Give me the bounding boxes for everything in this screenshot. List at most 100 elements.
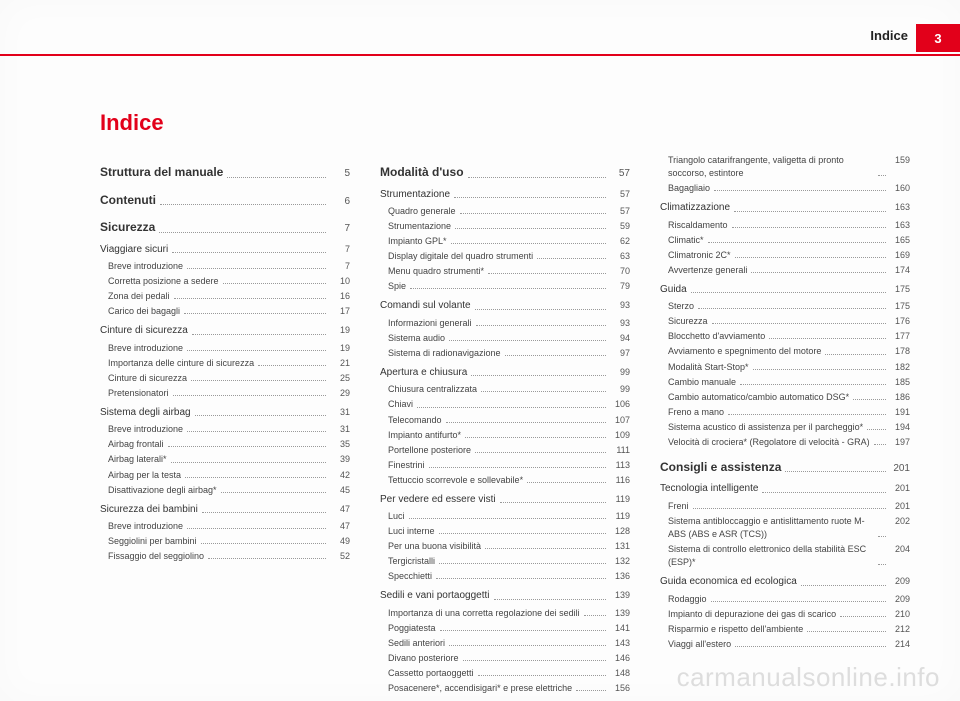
toc-entry-page: 99 (610, 383, 630, 396)
toc-entry-page: 106 (610, 398, 630, 411)
toc-leader-dots (187, 528, 326, 529)
toc-entry-page: 201 (890, 500, 910, 513)
toc-entry-page: 201 (890, 462, 910, 477)
toc-entry-page: 59 (610, 220, 630, 233)
toc-entry-page: 204 (890, 543, 910, 556)
toc-entry-page: 163 (890, 201, 910, 214)
toc-leader-dots (192, 334, 326, 335)
toc-entry-page: 107 (610, 414, 630, 427)
toc-entry-page: 132 (610, 555, 630, 568)
toc-entry-label: Viaggi all'estero (660, 638, 731, 651)
toc-entry-page: 7 (330, 243, 350, 256)
toc-entry-label: Sistema degli airbag (100, 406, 191, 421)
toc-entry: Breve introduzione19 (100, 342, 350, 355)
toc-leader-dots (481, 391, 606, 392)
toc-entry-page: 45 (330, 484, 350, 497)
toc-entry-page: 185 (890, 376, 910, 389)
toc-entry-page: 146 (610, 652, 630, 665)
toc-leader-dots (807, 631, 886, 632)
toc-leader-dots (227, 177, 326, 178)
toc-entry-label: Cinture di sicurezza (100, 324, 188, 339)
toc-entry-page: 19 (330, 342, 350, 355)
toc-entry: Airbag frontali35 (100, 438, 350, 451)
toc-entry: Tecnologia intelligente201 (660, 482, 910, 497)
toc-leader-dots (159, 232, 326, 233)
toc-entry: Zona dei pedali16 (100, 290, 350, 303)
toc-entry: Chiavi106 (380, 398, 630, 411)
toc-entry: Sterzo175 (660, 300, 910, 313)
toc-entry-label: Corretta posizione a sedere (100, 275, 219, 288)
toc-entry-label: Cassetto portaoggetti (380, 667, 474, 680)
toc-leader-dots (728, 414, 886, 415)
toc-leader-dots (160, 204, 326, 205)
toc-entry: Per vedere ed essere visti119 (380, 493, 630, 508)
toc-entry: Luci interne128 (380, 525, 630, 538)
toc-entry: Viaggi all'estero214 (660, 638, 910, 651)
toc-entry-page: 131 (610, 540, 630, 553)
toc-leader-dots (187, 431, 326, 432)
toc-entry-label: Portellone posteriore (380, 444, 471, 457)
toc-entry-page: 99 (610, 366, 630, 379)
toc-leader-dots (708, 242, 886, 243)
toc-entry-label: Posacenere*, accendisigari* e prese elet… (380, 682, 572, 695)
header-rule (0, 54, 960, 56)
toc-leader-dots (475, 452, 606, 453)
toc-leader-dots (185, 477, 326, 478)
toc-entry-page: 47 (330, 520, 350, 533)
header-section-label: Indice (870, 28, 908, 43)
toc-leader-dots (174, 298, 326, 299)
toc-entry: Impianto antifurto*109 (380, 429, 630, 442)
toc-entry-label: Freni (660, 500, 689, 513)
toc-entry: Triangolo catarifrangente, valigetta di … (660, 154, 910, 180)
toc-entry-label: Velocità di crociera* (Regolatore di vel… (660, 436, 870, 449)
toc-entry: Cambio automatico/cambio automatico DSG*… (660, 391, 910, 404)
toc-entry-page: 49 (330, 535, 350, 548)
toc-entry: Blocchetto d'avviamento177 (660, 330, 910, 343)
toc-leader-dots (505, 355, 606, 356)
toc-leader-dots (171, 462, 326, 463)
toc-entry-label: Guida economica ed ecologica (660, 575, 797, 590)
toc-entry-page: 176 (890, 315, 910, 328)
toc-entry-label: Impianto antifurto* (380, 429, 461, 442)
toc-leader-dots (714, 190, 886, 191)
toc-entry-page: 182 (890, 361, 910, 374)
toc-entry-label: Guida (660, 283, 687, 298)
toc-entry-label: Freno a mano (660, 406, 724, 419)
toc-entry-page: 111 (610, 444, 630, 457)
toc-entry: Finestrini113 (380, 459, 630, 472)
toc-entry: Viaggiare sicuri7 (100, 243, 350, 258)
toc-entry: Sicurezza7 (100, 219, 350, 237)
toc-leader-dots (449, 340, 606, 341)
toc-entry: Apertura e chiusura99 (380, 366, 630, 381)
toc-entry: Sistema di radionavigazione97 (380, 347, 630, 360)
toc-entry: Seggiolini per bambini49 (100, 535, 350, 548)
toc-entry-page: 139 (610, 589, 630, 602)
toc-entry-label: Breve introduzione (100, 260, 183, 273)
toc-leader-dots (201, 543, 326, 544)
toc-leader-dots (735, 646, 886, 647)
toc-entry-label: Sistema di controllo elettronico della s… (660, 543, 874, 569)
toc-entry-label: Airbag per la testa (100, 469, 181, 482)
toc-entry-page: 21 (330, 357, 350, 370)
toc-leader-dots (576, 690, 606, 691)
toc-entry-label: Consigli e assistenza (660, 459, 781, 476)
toc-leader-dots (184, 313, 326, 314)
toc-leader-dots (488, 273, 606, 274)
toc-entry-page: 6 (330, 195, 350, 210)
toc-leader-dots (471, 375, 606, 376)
toc-entry: Modalità d'uso57 (380, 164, 630, 182)
toc-entry-label: Risparmio e rispetto dell'ambiente (660, 623, 803, 636)
toc-entry-page: 52 (330, 550, 350, 563)
toc-entry-page: 57 (610, 167, 630, 182)
toc-entry: Rodaggio209 (660, 593, 910, 606)
toc-entry: Riscaldamento163 (660, 219, 910, 232)
toc-leader-dots (463, 660, 606, 661)
toc-entry-label: Contenuti (100, 192, 156, 209)
toc-entry: Risparmio e rispetto dell'ambiente212 (660, 623, 910, 636)
toc-entry-label: Menu quadro strumenti* (380, 265, 484, 278)
toc-entry-label: Spie (380, 280, 406, 293)
toc-entry-label: Telecomando (380, 414, 442, 427)
toc-entry-label: Luci interne (380, 525, 435, 538)
toc-entry-label: Sicurezza dei bambini (100, 503, 198, 518)
toc-leader-dots (825, 354, 886, 355)
